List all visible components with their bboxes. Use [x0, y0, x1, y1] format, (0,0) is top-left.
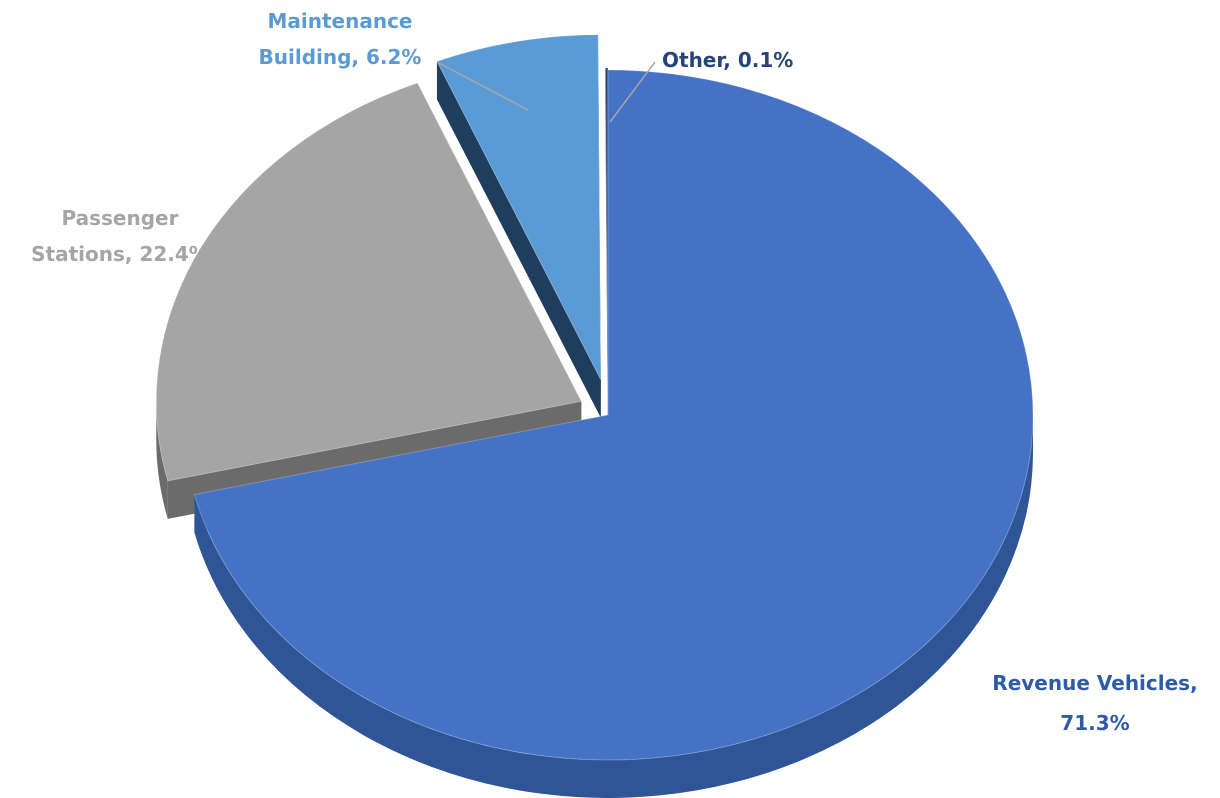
- slice-wall-other-start: [605, 68, 608, 451]
- data-label-line: Maintenance: [267, 9, 412, 33]
- slice-top-passenger-stations: [155, 82, 583, 482]
- data-label-line: 71.3%: [1060, 711, 1129, 735]
- slice-top-revenue-vehicles: [193, 69, 1034, 761]
- leader-line-other: [609, 61, 656, 123]
- pie-slices: [155, 34, 1034, 798]
- data-labels: Revenue Vehicles, 71.3% Passenger Stations,…: [31, 9, 1198, 735]
- slice-top-other: [604, 67, 609, 414]
- data-label-passenger-stations: Passenger Stations, 22.4%: [31, 206, 209, 266]
- data-label-maintenance-building: Maintenance Building, 6.2%: [259, 9, 422, 69]
- data-label-other: Other, 0.1%: [662, 48, 793, 72]
- slice-revenue-vehicles: [193, 69, 1034, 798]
- data-label-line: Revenue Vehicles,: [992, 671, 1197, 695]
- slice-side-passenger-stations: [156, 401, 168, 519]
- slice-wall-maintenance-building-start: [436, 61, 601, 418]
- data-label-line: Building, 6.2%: [259, 45, 422, 69]
- data-label-line: Other, 0.1%: [662, 48, 793, 72]
- slice-other: [604, 67, 609, 451]
- leader-line-maintenance-building: [436, 61, 529, 111]
- slice-maintenance-building: [436, 34, 602, 418]
- data-label-revenue-vehicles: Revenue Vehicles, 71.3%: [992, 671, 1197, 735]
- leader-lines: [436, 61, 656, 123]
- data-label-line: Passenger: [62, 206, 179, 230]
- data-label-line: Stations, 22.4%: [31, 242, 209, 266]
- slice-top-maintenance-building: [436, 34, 602, 380]
